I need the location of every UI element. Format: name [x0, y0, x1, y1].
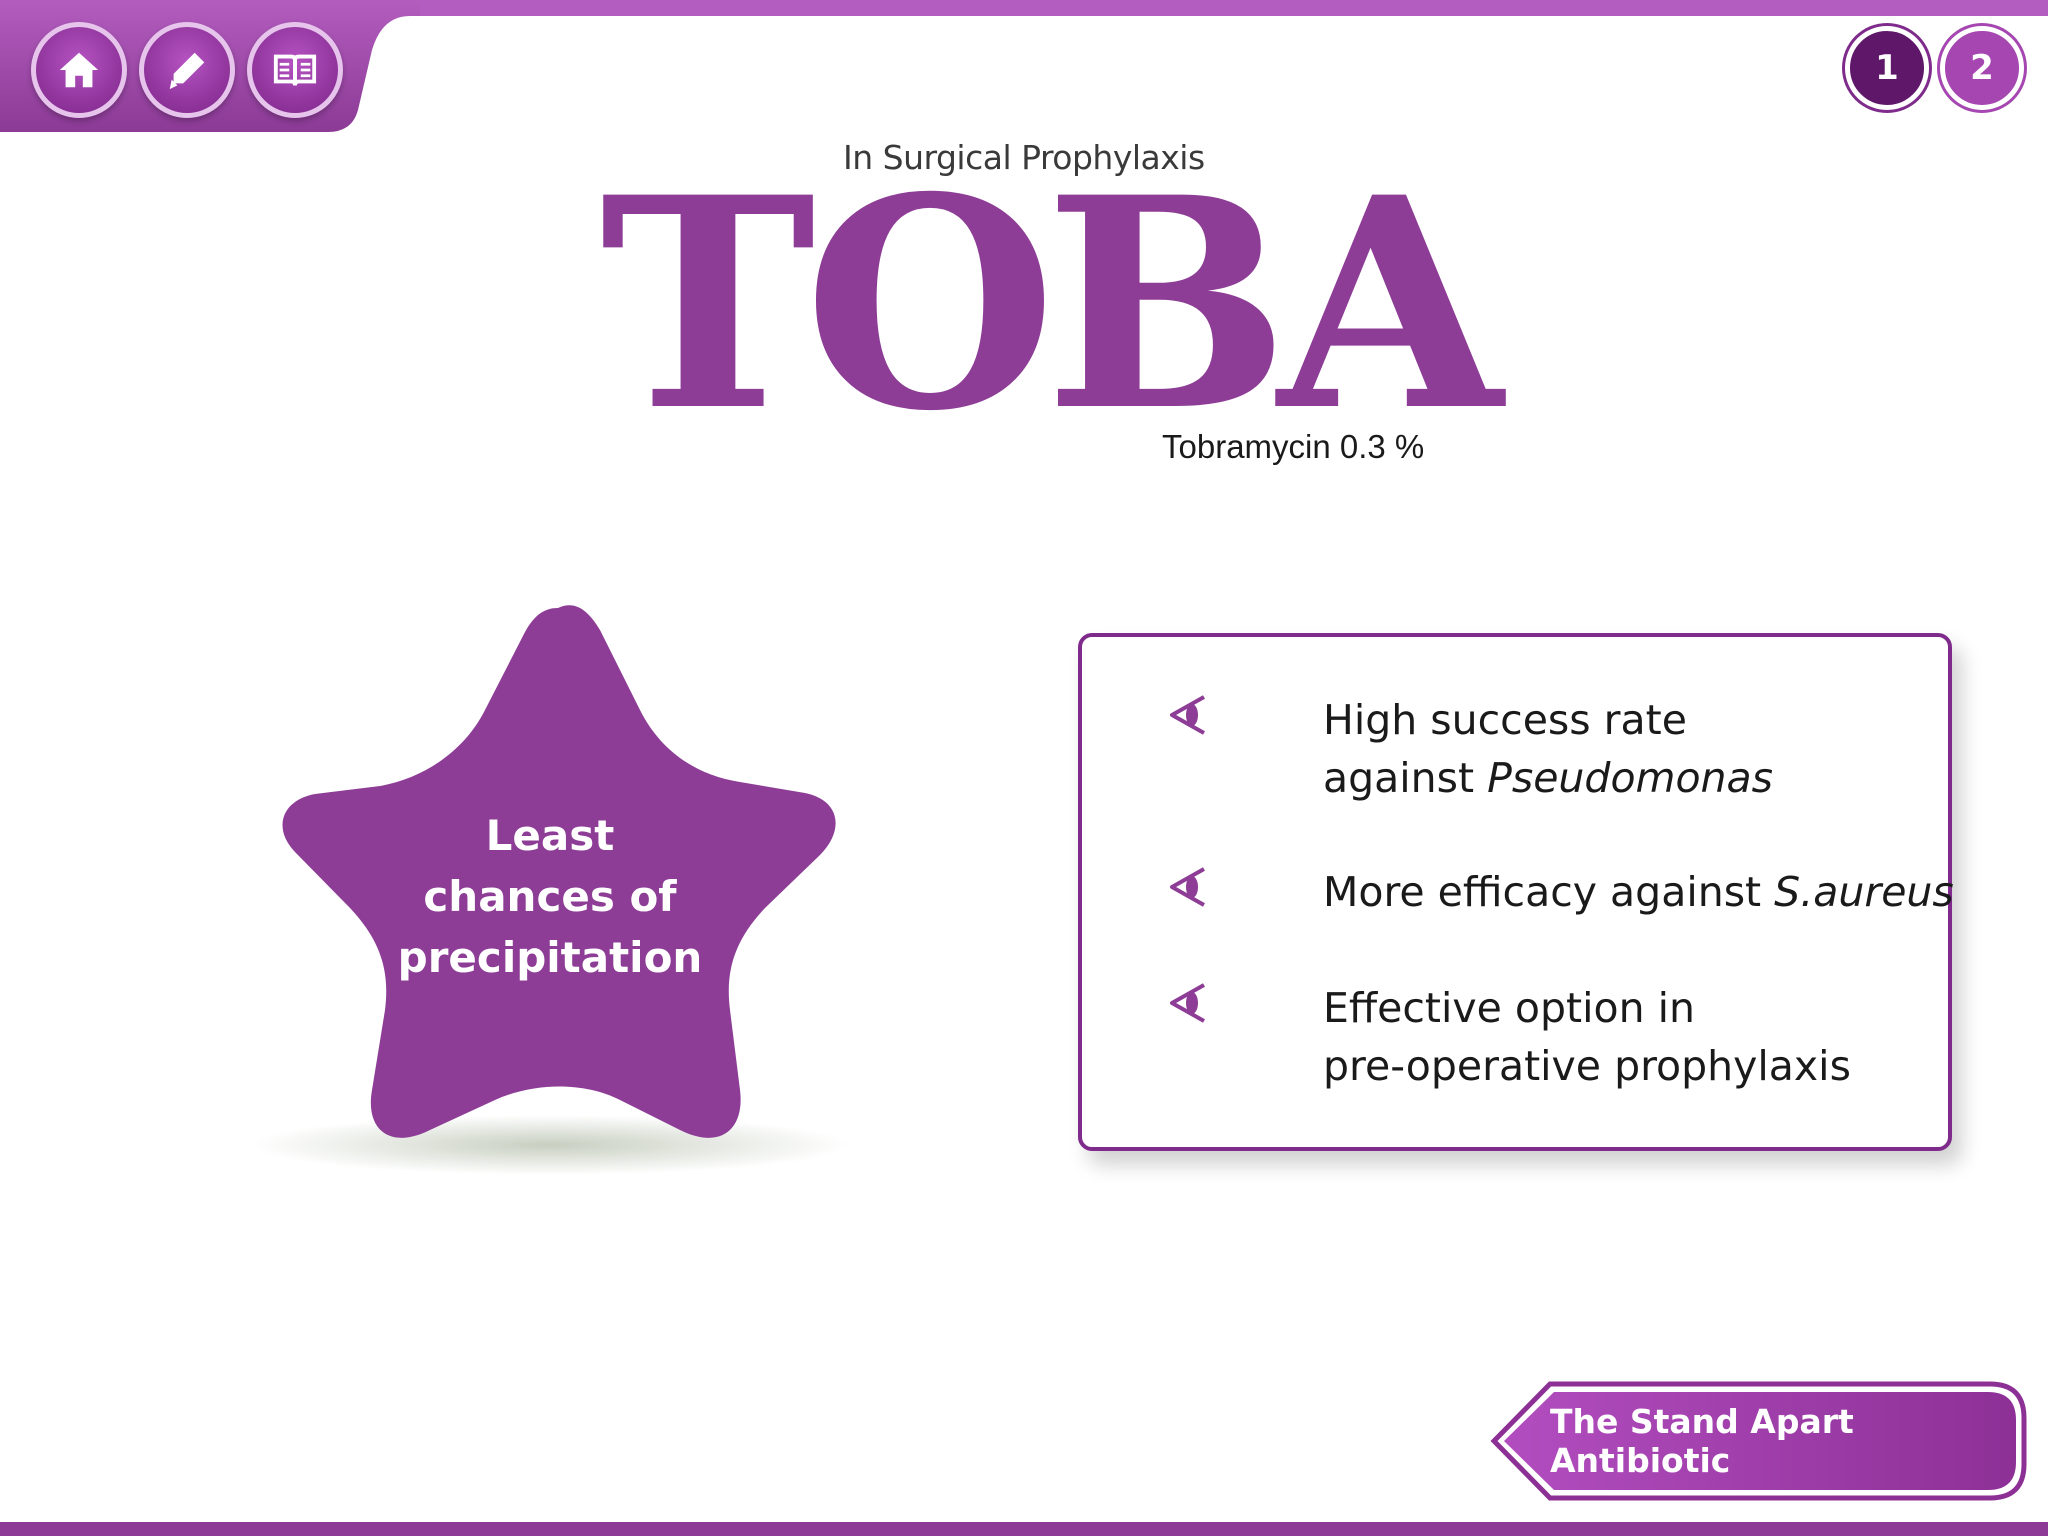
benefit-1-prefix: against [1323, 754, 1488, 802]
eye-bullet-icon [1170, 983, 1205, 1023]
star-line-3: precipitation [397, 933, 703, 982]
benefit-1-line-2: against Pseudomonas [1323, 749, 2003, 807]
book-icon [273, 54, 317, 86]
page-2-button[interactable]: 2 [1940, 26, 2024, 110]
eye-bullet-icon [1170, 695, 1205, 735]
benefit-2-prefix: More efficacy against [1323, 868, 1775, 916]
nav-toolbar [0, 0, 420, 134]
brand-title: TOBA [600, 135, 1503, 475]
benefits-box: High success rate against Pseudomonas Mo… [1078, 633, 1954, 1151]
benefit-1-organism: Pseudomonas [1487, 754, 1774, 802]
bottom-stripe [0, 1522, 2048, 1536]
star-text: Least chances of precipitation [340, 805, 760, 988]
edit-button[interactable] [139, 22, 235, 118]
benefit-2-organism: S.aureus [1774, 868, 1954, 916]
stand-apart-button[interactable]: The Stand Apart Antibiotic [1490, 1380, 2028, 1502]
top-stripe [0, 0, 2048, 16]
benefit-3-line-2: pre-operative prophylaxis [1323, 1042, 1851, 1090]
pencil-icon [169, 52, 205, 90]
star-line-1: Least [485, 811, 615, 860]
star-shape [250, 605, 850, 1175]
benefit-2-line-1: More efficacy against S.aureus [1323, 863, 2003, 921]
generic-name: Tobramycin 0.3 % [1162, 428, 1425, 465]
home-button[interactable] [31, 22, 127, 118]
eye-bullet-icon [1170, 867, 1205, 907]
cta-arrow-shape [1490, 1381, 2027, 1501]
star-line-2: chances of [423, 872, 677, 921]
home-icon [59, 52, 99, 88]
library-button[interactable] [247, 22, 343, 118]
benefit-3-line-1: Effective option in [1323, 984, 1695, 1032]
cta-label: The Stand Apart Antibiotic [1550, 1402, 1854, 1480]
subtitle: In Surgical Prophylaxis [843, 138, 1205, 177]
page-1-button[interactable]: 1 [1845, 26, 1929, 110]
star-badge: Least chances of precipitation [190, 590, 890, 1190]
benefit-1-line-1: High success rate [1323, 696, 1687, 744]
